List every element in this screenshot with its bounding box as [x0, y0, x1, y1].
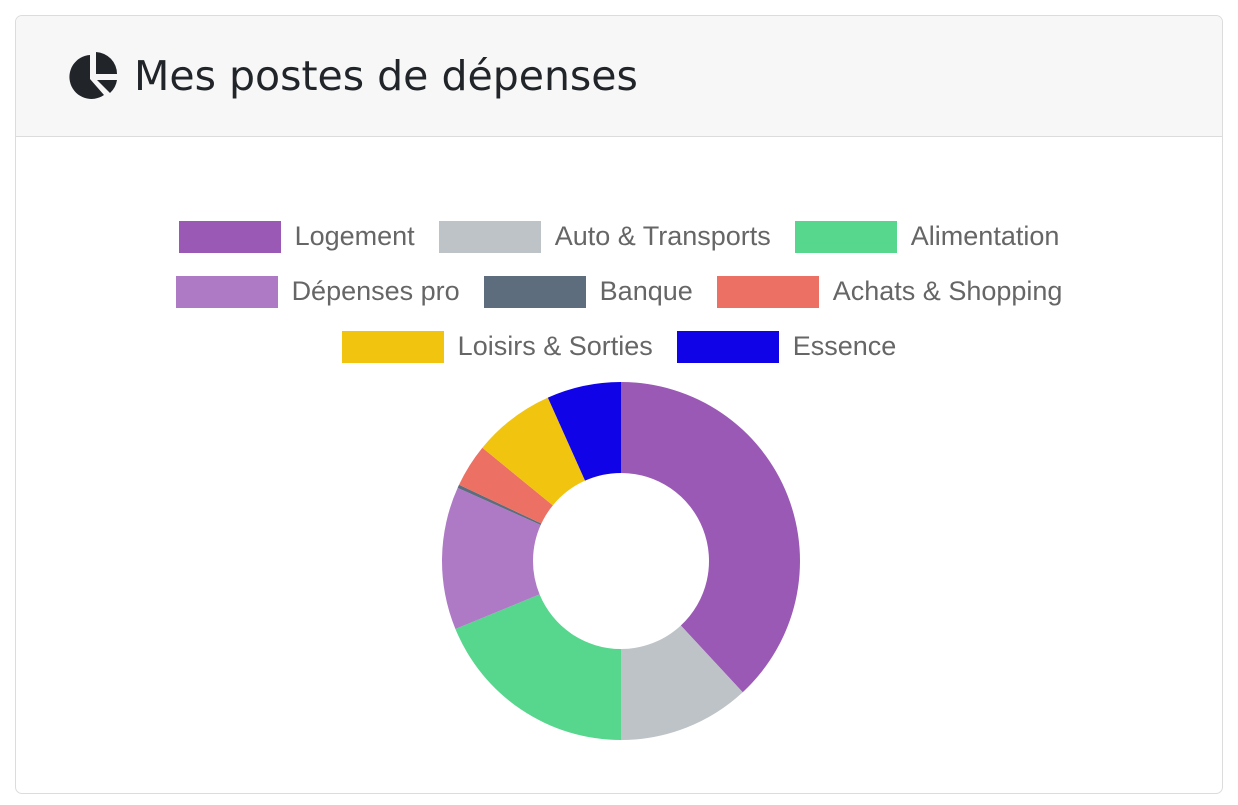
legend-label: Alimentation: [910, 221, 1060, 251]
legend-item[interactable]: Essence: [676, 330, 897, 363]
legend-item[interactable]: Loisirs & Sorties: [341, 330, 653, 363]
legend-item[interactable]: Logement: [178, 220, 415, 253]
legend-row: Loisirs & Sorties Essence: [16, 319, 1222, 374]
legend-swatch: [483, 275, 586, 308]
legend-swatch: [794, 220, 897, 253]
legend-swatch: [341, 330, 444, 363]
legend-swatch: [178, 220, 281, 253]
legend-label: Logement: [294, 221, 415, 251]
slice-auto-transports[interactable]: [621, 625, 743, 740]
slice-banque[interactable]: [457, 484, 542, 526]
legend-item[interactable]: Dépenses pro: [175, 275, 460, 308]
legend-label: Auto & Transports: [554, 221, 771, 251]
legend-swatch: [676, 330, 779, 363]
slice-essence[interactable]: [547, 382, 621, 481]
legend-swatch: [716, 275, 819, 308]
legend-row: Dépenses pro Banque Achats & Shopping: [16, 264, 1222, 319]
expense-card: Mes postes de dépenses Logement Auto & Tr…: [15, 15, 1223, 794]
card-title: Mes postes de dépenses: [134, 52, 638, 100]
legend-item[interactable]: Achats & Shopping: [716, 275, 1063, 308]
legend-label: Loisirs & Sorties: [457, 331, 653, 361]
slice-alimentation[interactable]: [455, 594, 621, 740]
slice-logement[interactable]: [621, 382, 800, 693]
legend-item[interactable]: Alimentation: [794, 220, 1060, 253]
legend-swatch: [438, 220, 541, 253]
legend-swatch: [175, 275, 278, 308]
chart-legend: Logement Auto & Transports Alimentation Dép…: [16, 209, 1222, 374]
legend-label: Banque: [599, 276, 693, 306]
legend-label: Dépenses pro: [291, 276, 460, 306]
legend-row: Logement Auto & Transports Alimentation: [16, 209, 1222, 264]
legend-item[interactable]: Banque: [483, 275, 693, 308]
legend-item[interactable]: Auto & Transports: [438, 220, 771, 253]
card-header: Mes postes de dépenses: [16, 16, 1222, 137]
slice-dépenses-pro[interactable]: [442, 487, 541, 629]
legend-label: Essence: [792, 331, 897, 361]
doughnut-chart: [442, 382, 800, 740]
chart-pie-icon: [69, 52, 118, 99]
slice-loisirs-sorties[interactable]: [482, 397, 586, 506]
slice-achats-shopping[interactable]: [459, 447, 553, 524]
legend-label: Achats & Shopping: [832, 276, 1063, 306]
